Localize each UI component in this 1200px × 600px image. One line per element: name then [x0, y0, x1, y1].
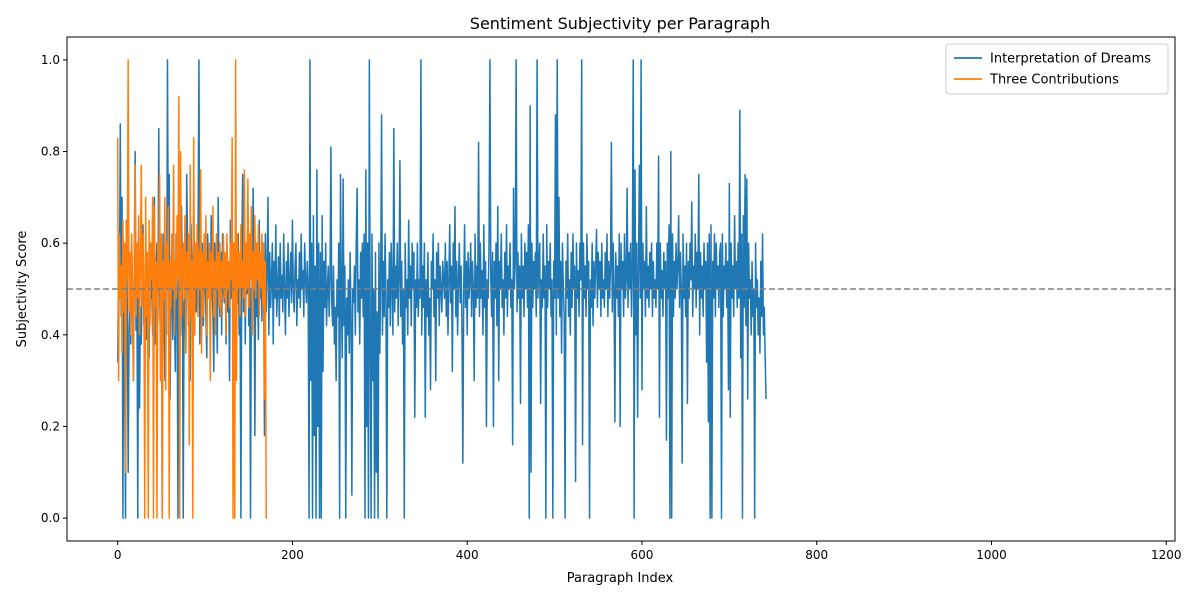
x-tick-label: 1200: [1151, 548, 1182, 562]
series-line-2: [116, 59, 268, 519]
legend: Interpretation of Dreams Three Contributi…: [945, 43, 1169, 95]
chart-title: Sentiment Subjectivity per Paragraph: [470, 14, 770, 33]
plot-area: 0 200 400 600 800 1000 1200 0.0 0.2 0.4 0.6 0.8 1.0: [41, 36, 1182, 562]
axes-frame: [66, 36, 1176, 542]
legend-box: [945, 43, 1169, 95]
x-tick-label: 400: [456, 548, 479, 562]
y-axis-label: Subjectivity Score: [15, 231, 30, 348]
x-tick-label: 1000: [976, 548, 1007, 562]
legend-label-2: Three Contributions: [989, 73, 1119, 88]
legend-label-1: Interpretation of Dreams: [990, 52, 1151, 67]
x-tick-label: 200: [281, 548, 304, 562]
y-tick-label: 0.6: [41, 236, 60, 250]
x-tick-label: 600: [631, 548, 654, 562]
x-axis-label: Paragraph Index: [567, 571, 674, 586]
y-tick-label: 0.8: [41, 145, 60, 159]
x-tick-label: 0: [114, 548, 122, 562]
y-tick-label: 0.4: [41, 328, 60, 342]
y-tick-label: 1.0: [41, 53, 60, 67]
y-tick-label: 0.0: [41, 511, 60, 525]
y-tick-label: 0.2: [41, 419, 60, 433]
x-tick-label: 800: [805, 548, 828, 562]
